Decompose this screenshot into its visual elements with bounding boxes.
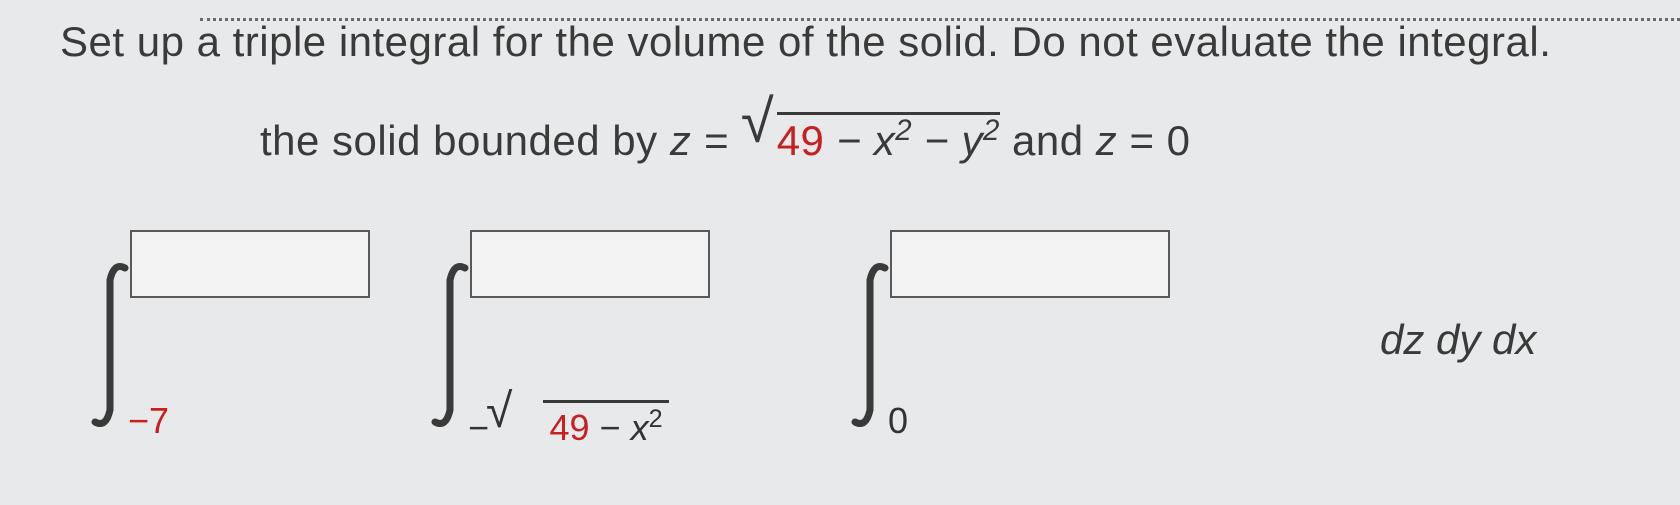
lower-3-value: 0 [888, 400, 908, 441]
answer-box-3[interactable] [890, 230, 1170, 298]
spacer-3 [910, 340, 1370, 341]
lower-2-radicand: 49 − x2 [543, 400, 668, 449]
z-equals: z = [670, 117, 741, 164]
integral-row: −7 − √ 49 − x2 [80, 240, 1536, 440]
answer-box-2[interactable] [470, 230, 710, 298]
lower-limit-1: −7 [128, 400, 169, 442]
solid-description: the solid bounded by z = √ 49 − x2 − y2 … [260, 112, 1191, 165]
radical-icon: √ [741, 92, 774, 152]
problem-container: Set up a triple integral for the volume … [0, 0, 1680, 505]
integral-3: 0 [840, 240, 900, 440]
lower-limit-3: 0 [888, 400, 908, 442]
lower-2-49: 49 [549, 407, 589, 448]
spacer-2b [760, 340, 830, 341]
radicand-49: 49 [777, 117, 825, 164]
spacer-1 [150, 340, 410, 341]
lower-2-sqrt: − √ 49 − x2 [468, 400, 669, 449]
upper-limit-2 [470, 230, 710, 303]
integral-symbol-1: −7 [80, 240, 140, 440]
integral-symbol-2: − √ 49 − x2 [420, 240, 480, 440]
spacer-2 [490, 340, 750, 341]
upper-limit-1 [130, 230, 370, 303]
differentials: dz dy dx [1380, 316, 1536, 364]
desc-prefix: the solid bounded by [260, 117, 670, 164]
upper-limit-3 [890, 230, 1170, 303]
lower-2-rest: − x2 [590, 407, 663, 448]
radicand: 49 − x2 − y2 [777, 112, 1000, 165]
and-z-zero: and z = 0 [1000, 117, 1191, 164]
lower-limit-2: − √ 49 − x2 [468, 400, 669, 449]
instruction-text: Set up a triple integral for the volume … [60, 18, 1551, 66]
answer-box-1[interactable] [130, 230, 370, 298]
radicand-rest: − x2 − y2 [824, 117, 999, 164]
integral-1: −7 [80, 240, 140, 440]
integral-2: − √ 49 − x2 [420, 240, 480, 440]
lower-1-value: −7 [128, 400, 169, 441]
sqrt-expression: √ 49 − x2 − y2 [741, 112, 1000, 165]
radical-icon-small: √ [486, 388, 512, 436]
integral-symbol-3: 0 [840, 240, 900, 440]
